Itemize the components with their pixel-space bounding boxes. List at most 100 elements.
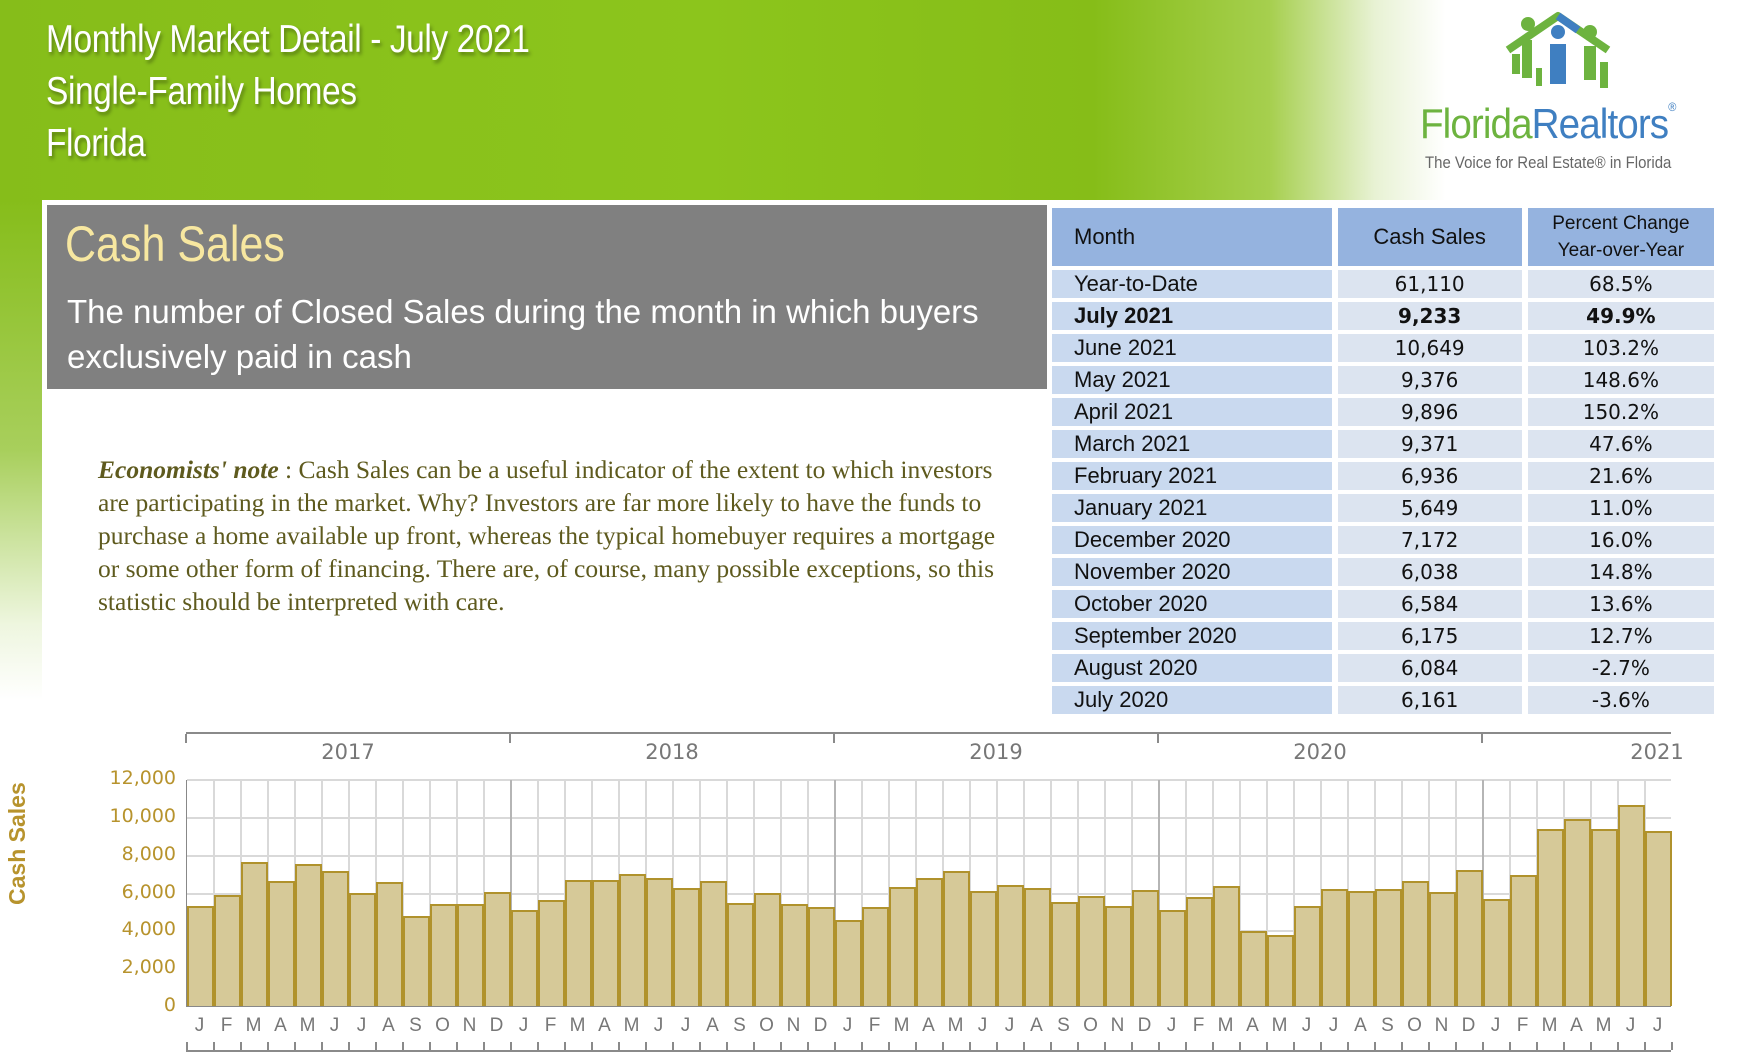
month-tick [969,1042,971,1050]
month-label: J [518,1015,529,1036]
month-label: F [868,1015,881,1036]
bar [1159,909,1186,1006]
cash-sales-cell: 6,936 [1337,462,1522,490]
percent-change-cell: 12.7% [1527,622,1714,650]
month-label: M [893,1015,910,1036]
bar [1402,881,1429,1006]
month-tick [699,1042,701,1050]
bar [538,900,565,1006]
bar [268,881,295,1006]
month-tick [267,1042,269,1050]
gridline-vertical [861,780,863,1006]
month-label: N [1110,1015,1125,1036]
month-cell: May 2021 [1052,366,1332,394]
month-label: O [759,1015,774,1036]
month-label: A [1246,1015,1259,1036]
report-title-block: Monthly Market Detail - July 2021 Single… [46,14,608,170]
logo-wordmark-florida: Florida [1420,100,1533,147]
percent-header-line1: Percent Change [1552,213,1690,234]
month-label: O [1083,1015,1098,1036]
month-tick [645,1042,647,1050]
month-label: M [947,1015,964,1036]
month-tick [402,1042,404,1050]
month-tick [1131,1042,1133,1050]
month-tick [537,1042,539,1050]
month-tick [1158,1042,1160,1050]
month-label: A [922,1015,935,1036]
bar [322,870,349,1006]
cash-sales-cell: 6,584 [1337,590,1522,618]
bar [187,905,214,1006]
table-row: June 2021 10,649 103.2% [1052,334,1714,362]
percent-change-cell: 13.6% [1527,590,1714,618]
table-row: Year-to-Date 61,110 68.5% [1052,270,1714,298]
table-row: May 2021 9,376 148.6% [1052,366,1714,394]
column-header-month: Month [1052,208,1332,266]
bar [1294,905,1321,1006]
bar [1375,889,1402,1006]
cash-sales-cell: 9,371 [1337,430,1522,458]
bar [889,886,916,1006]
bar [1132,889,1159,1006]
month-label: J [329,1015,340,1036]
month-label: A [598,1015,611,1036]
percent-change-cell: 49.9% [1527,302,1714,330]
month-label: M [1595,1015,1612,1036]
bar [1348,890,1375,1006]
month-label: N [1434,1015,1449,1036]
percent-change-cell: 150.2% [1527,398,1714,426]
logo-tagline: The Voice for Real Estate® in Florida [1425,153,1672,172]
y-tick-label: 6,000 [121,880,176,903]
bar [1645,831,1672,1006]
month-tick [1212,1042,1214,1050]
month-cell: December 2020 [1052,526,1332,554]
month-cell: January 2021 [1052,494,1332,522]
y-tick-label: 10,000 [109,804,176,827]
percent-header-line2: Year-over-Year [1557,240,1685,261]
logo-wordmark-realtors: Realtors [1531,100,1669,147]
month-tick [1293,1042,1295,1050]
gridline-vertical [213,780,215,1006]
bar [808,906,835,1006]
month-cell: March 2021 [1052,430,1332,458]
gridline-horizontal [187,854,1671,857]
logo-wordmark: FloridaRealtors® [1420,100,1676,148]
bar [916,878,943,1006]
month-label: M [1541,1015,1558,1036]
month-tick [1266,1042,1268,1050]
month-cell: Year-to-Date [1052,270,1332,298]
month-tick [1401,1042,1403,1050]
month-cell: November 2020 [1052,558,1332,586]
month-label: J [194,1015,205,1036]
year-tick [185,734,187,743]
percent-change-cell: 14.8% [1527,558,1714,586]
month-label: J [977,1015,988,1036]
month-label: F [1516,1015,1529,1036]
month-tick [1617,1042,1619,1050]
bar [484,891,511,1006]
table-row: November 2020 6,038 14.8% [1052,558,1714,586]
year-tick [1157,734,1159,743]
month-label: A [1030,1015,1043,1036]
month-tick [1563,1042,1565,1050]
bar [754,892,781,1006]
month-label: J [1328,1015,1339,1036]
month-cell: June 2021 [1052,334,1332,362]
bar [1078,896,1105,1006]
month-tick [591,1042,593,1050]
month-label: J [1625,1015,1636,1036]
left-gradient-strip [0,200,42,700]
month-tick [888,1042,890,1050]
month-tick [375,1042,377,1050]
month-tick [807,1042,809,1050]
florida-realtors-logo: FloridaRealtors® The Voice for Real Esta… [1420,10,1740,172]
month-label: M [569,1015,586,1036]
gridline-vertical [1482,780,1484,1006]
gridline-vertical [780,780,782,1006]
gridline-vertical [1104,780,1106,1006]
month-tick [780,1042,782,1050]
metric-title: Cash Sales [65,216,285,272]
month-tick [753,1042,755,1050]
percent-change-cell: 47.6% [1527,430,1714,458]
month-label: O [1407,1015,1422,1036]
